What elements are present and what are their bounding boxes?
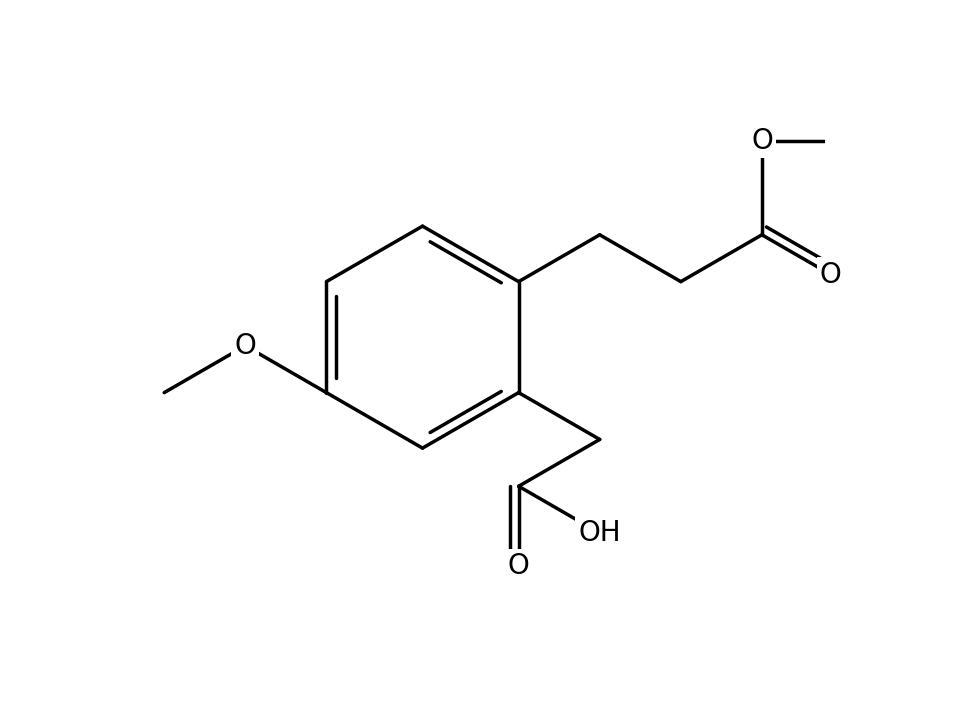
Text: O: O bbox=[820, 260, 841, 289]
Text: O: O bbox=[508, 552, 530, 580]
Text: O: O bbox=[751, 127, 772, 155]
Text: OH: OH bbox=[578, 519, 621, 547]
Text: O: O bbox=[234, 332, 256, 360]
